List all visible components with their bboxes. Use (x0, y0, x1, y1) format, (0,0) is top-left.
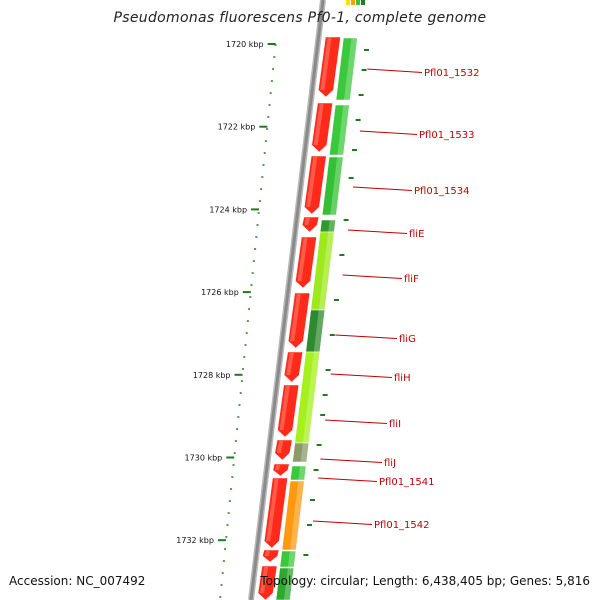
gene-block (329, 104, 350, 156)
gene-block-shade (328, 220, 336, 232)
gene-block (281, 480, 305, 551)
forward-gene-highlight (297, 238, 308, 281)
gene-block-shade (290, 481, 305, 550)
gene-leader-line (359, 130, 418, 135)
gene-leader-line (342, 274, 403, 279)
ruler-label: 1722 kbp (218, 123, 256, 132)
forward-gene-highlight (320, 38, 332, 90)
gene-block-shade (287, 551, 296, 567)
gene-block-shade (318, 232, 335, 310)
forward-gene-highlight (274, 465, 281, 470)
gene-block-shade (284, 568, 294, 600)
gene-label: fliE (409, 229, 424, 240)
gene-label: fliG (399, 334, 416, 345)
gene-label: Pfl01_1541 (379, 477, 435, 488)
backbone-ring (249, 0, 325, 600)
forward-gene-highlight (286, 353, 294, 375)
forward-gene-highlight (266, 479, 279, 541)
forward-gene-highlight (304, 218, 310, 225)
gene-leader-line (325, 419, 388, 424)
forward-gene-highlight (306, 157, 318, 207)
gene-label: Pfl01_1532 (424, 68, 480, 79)
gene-block-shade (330, 157, 344, 215)
gene-block (321, 156, 344, 216)
gene-block-shade (298, 466, 307, 480)
top-strip-segment (351, 0, 355, 5)
gene-leader-line (347, 229, 408, 234)
gene-label: fliF (404, 274, 419, 285)
gene-label: Pfl01_1534 (414, 186, 470, 197)
ruler-label: 1728 kbp (193, 371, 231, 380)
accession-text: Accession: NC_007492 (9, 574, 146, 588)
gene-block-shade (302, 352, 320, 443)
top-strip-segment (346, 0, 350, 5)
gene-leader-line (312, 520, 373, 525)
gene-block-shade (300, 443, 309, 462)
forward-gene-highlight (290, 294, 301, 341)
gene-label: Pfl01_1533 (419, 130, 475, 141)
top-strip-segment (356, 0, 360, 5)
gene-block (292, 442, 310, 463)
gene-block-shade (337, 105, 350, 155)
forward-gene-highlight (260, 567, 269, 593)
ruler-label: 1732 kbp (176, 536, 214, 545)
forward-gene-highlight (264, 551, 270, 556)
ruler-label: 1730 kbp (185, 454, 223, 463)
gene-label: fliH (394, 373, 411, 384)
forward-gene-highlight (276, 441, 284, 453)
ruler-label: 1724 kbp (209, 205, 247, 214)
genome-title: Pseudomonas fluorescens Pf0-1, complete … (113, 10, 487, 26)
gene-label: fliJ (384, 458, 396, 469)
gene-block (335, 37, 358, 101)
gene-block-shade (313, 310, 325, 352)
gene-label: Pfl01_1542 (374, 520, 430, 531)
ruler-label: 1720 kbp (226, 40, 264, 49)
gene-block (279, 550, 297, 568)
gene-leader-line (330, 373, 393, 378)
gene-label: fliI (389, 419, 401, 430)
genome-summary-text: Topology: circular; Length: 6,438,405 bp… (260, 574, 590, 588)
gene-leader-line (353, 186, 413, 191)
gene-leader-line (320, 458, 383, 463)
gene-leader-line (318, 477, 378, 482)
top-strip-segment (361, 0, 365, 5)
gene-block (290, 465, 307, 481)
gene-block (275, 567, 295, 600)
forward-gene-highlight (313, 104, 324, 145)
forward-gene-highlight (279, 386, 290, 430)
ruler-label: 1726 kbp (201, 288, 239, 297)
gene-leader-line (367, 68, 423, 73)
gene-block-shade (344, 38, 358, 100)
gene-leader-line (335, 334, 398, 339)
